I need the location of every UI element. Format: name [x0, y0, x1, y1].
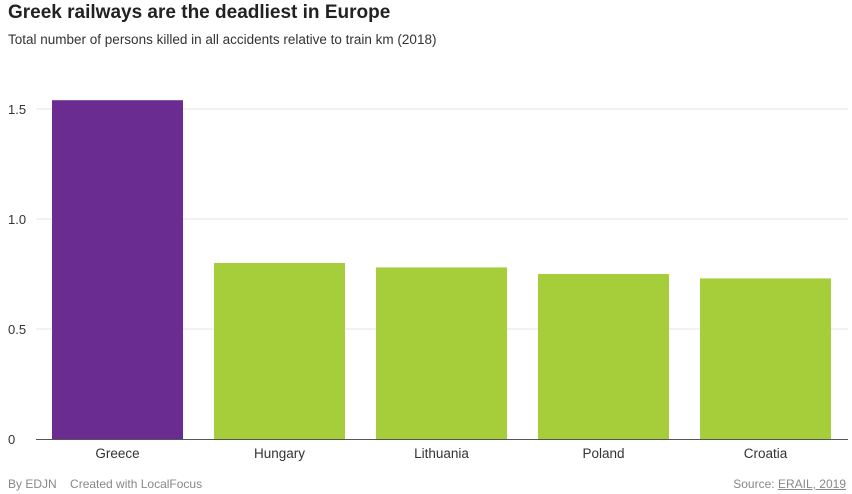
- y-tick-label: 0: [8, 432, 15, 447]
- y-tick-label: 1.5: [8, 102, 26, 117]
- x-tick-label: Poland: [582, 446, 624, 461]
- chart-subtitle: Total number of persons killed in all ac…: [8, 32, 437, 47]
- bar-greece[interactable]: [52, 100, 183, 439]
- tool-credit-text: Created with LocalFocus: [70, 477, 203, 491]
- y-tick-label: 0.5: [8, 322, 26, 337]
- footer-credits: By EDJN Created with LocalFocus: [8, 477, 202, 491]
- y-tick-label: 1.0: [8, 212, 26, 227]
- chart-title: Greek railways are the deadliest in Euro…: [8, 2, 391, 23]
- source-link[interactable]: ERAIL, 2019: [777, 477, 846, 491]
- x-tick-label: Croatia: [744, 446, 788, 461]
- x-tick-label: Lithuania: [414, 446, 469, 461]
- source-label: Source:: [733, 477, 778, 491]
- bar-chart: 0 0.5 1.0 1.5 Greece Hungary Lithuania Poland Cr…: [8, 100, 848, 461]
- bar-hungary[interactable]: [214, 263, 345, 439]
- bar-croatia[interactable]: [700, 278, 831, 439]
- credit-text: By EDJN: [8, 477, 57, 491]
- x-tick-label: Greece: [95, 446, 139, 461]
- x-tick-label: Hungary: [254, 446, 305, 461]
- bar-poland[interactable]: [538, 274, 669, 439]
- bar-lithuania[interactable]: [376, 267, 507, 439]
- footer-source: Source: ERAIL, 2019: [733, 477, 846, 491]
